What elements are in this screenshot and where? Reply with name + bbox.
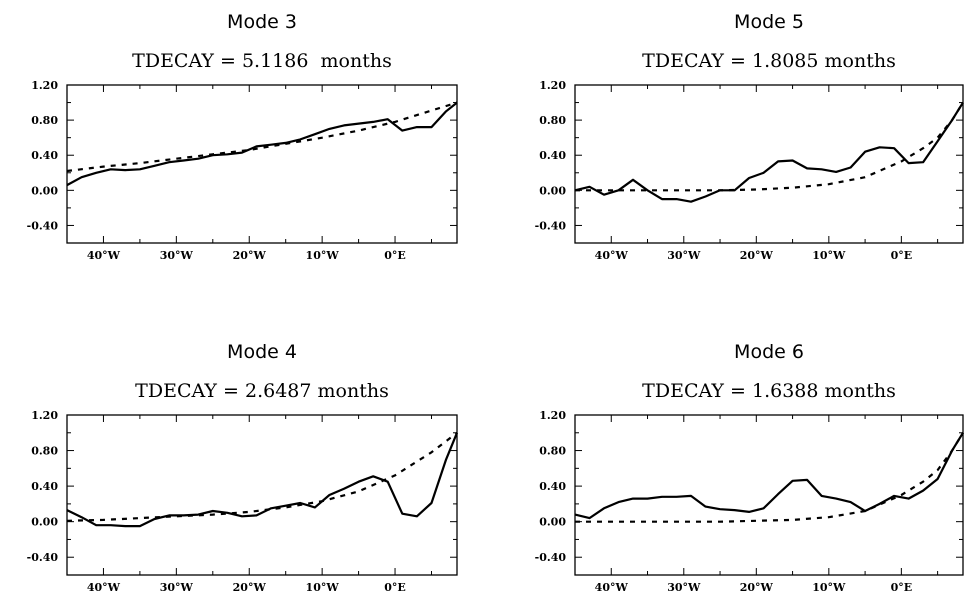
panel-mode-label: Mode 5 <box>734 11 804 33</box>
x-tick-label: 30°W <box>160 249 194 262</box>
chart-title: TDECAY = 1.8085 months <box>642 50 896 72</box>
y-tick-label: 0.40 <box>31 149 58 162</box>
chart-panel: Mode 3 TDECAY = 5.1186 months 1.20 0.80 0.40… <box>27 11 458 262</box>
x-tick-label: 40°W <box>595 581 629 594</box>
x-tick-label: 0°E <box>891 581 913 594</box>
series-line-dashed <box>66 431 458 522</box>
x-tick-label: 20°W <box>740 581 774 594</box>
y-tick-label: -0.40 <box>27 219 59 232</box>
plot-frame <box>574 414 964 576</box>
y-tick-label: 0.00 <box>31 184 58 197</box>
plot-frame <box>66 84 458 244</box>
y-tick-label: 0.80 <box>539 445 566 458</box>
x-tick-label: 10°W <box>306 249 340 262</box>
chart-title: TDECAY = 5.1186 months <box>132 50 392 72</box>
series-line-dashed <box>575 432 964 523</box>
x-tick-label: 30°W <box>667 249 701 262</box>
y-tick-label: -0.40 <box>535 551 567 564</box>
series-line-dashed <box>575 102 964 192</box>
series-line-solid <box>574 102 964 203</box>
y-tick-label: 0.80 <box>31 445 58 458</box>
y-tick-label: 1.20 <box>539 409 566 422</box>
y-tick-label: 0.40 <box>31 480 58 493</box>
series-line-solid <box>66 432 459 528</box>
y-tick-label: 0.00 <box>539 516 566 529</box>
x-tick-label: 20°W <box>233 581 267 594</box>
y-tick-label: 0.80 <box>539 114 566 127</box>
chart-title: TDECAY = 1.6388 months <box>642 380 896 402</box>
y-tick-label: 0.00 <box>31 516 58 529</box>
panel-mode-label: Mode 4 <box>227 341 297 363</box>
plot-frame <box>66 414 458 576</box>
y-tick-label: -0.40 <box>535 219 567 232</box>
x-tick-label: 30°W <box>160 581 194 594</box>
x-tick-label: 10°W <box>306 581 340 594</box>
x-tick-label: 40°W <box>87 249 121 262</box>
panel-mode-label: Mode 6 <box>734 341 804 363</box>
chart-panel: Mode 4 TDECAY = 2.6487 months 1.20 0.80 0.40… <box>27 341 459 594</box>
y-tick-label: 0.40 <box>539 149 566 162</box>
x-tick-label: 40°W <box>595 249 629 262</box>
x-tick-label: 30°W <box>667 581 701 594</box>
series-line-solid <box>66 101 458 187</box>
x-tick-label: 10°W <box>812 249 846 262</box>
panel-mode-label: Mode 3 <box>227 11 297 33</box>
x-tick-label: 40°W <box>87 581 121 594</box>
y-tick-label: 1.20 <box>31 409 58 422</box>
x-tick-label: 0°E <box>891 249 913 262</box>
y-tick-label: 0.80 <box>31 114 58 127</box>
x-tick-label: 10°W <box>812 581 846 594</box>
chart-panel: Mode 5 TDECAY = 1.8085 months 1.20 0.80 0.40… <box>535 11 964 262</box>
y-tick-label: 1.20 <box>539 79 566 92</box>
series-line-solid <box>574 432 964 520</box>
y-tick-label: 0.40 <box>539 480 566 493</box>
x-tick-label: 0°E <box>384 581 406 594</box>
x-tick-label: 0°E <box>384 249 406 262</box>
x-tick-label: 20°W <box>740 249 774 262</box>
plot-frame <box>574 84 964 244</box>
y-tick-label: -0.40 <box>27 551 59 564</box>
y-tick-label: 0.00 <box>539 184 566 197</box>
x-tick-label: 20°W <box>233 249 267 262</box>
y-tick-label: 1.20 <box>31 79 58 92</box>
chart-title: TDECAY = 2.6487 months <box>135 380 389 402</box>
series-line-dashed <box>66 101 458 173</box>
chart-panel: Mode 6 TDECAY = 1.6388 months 1.20 0.80 0.40… <box>535 341 964 594</box>
